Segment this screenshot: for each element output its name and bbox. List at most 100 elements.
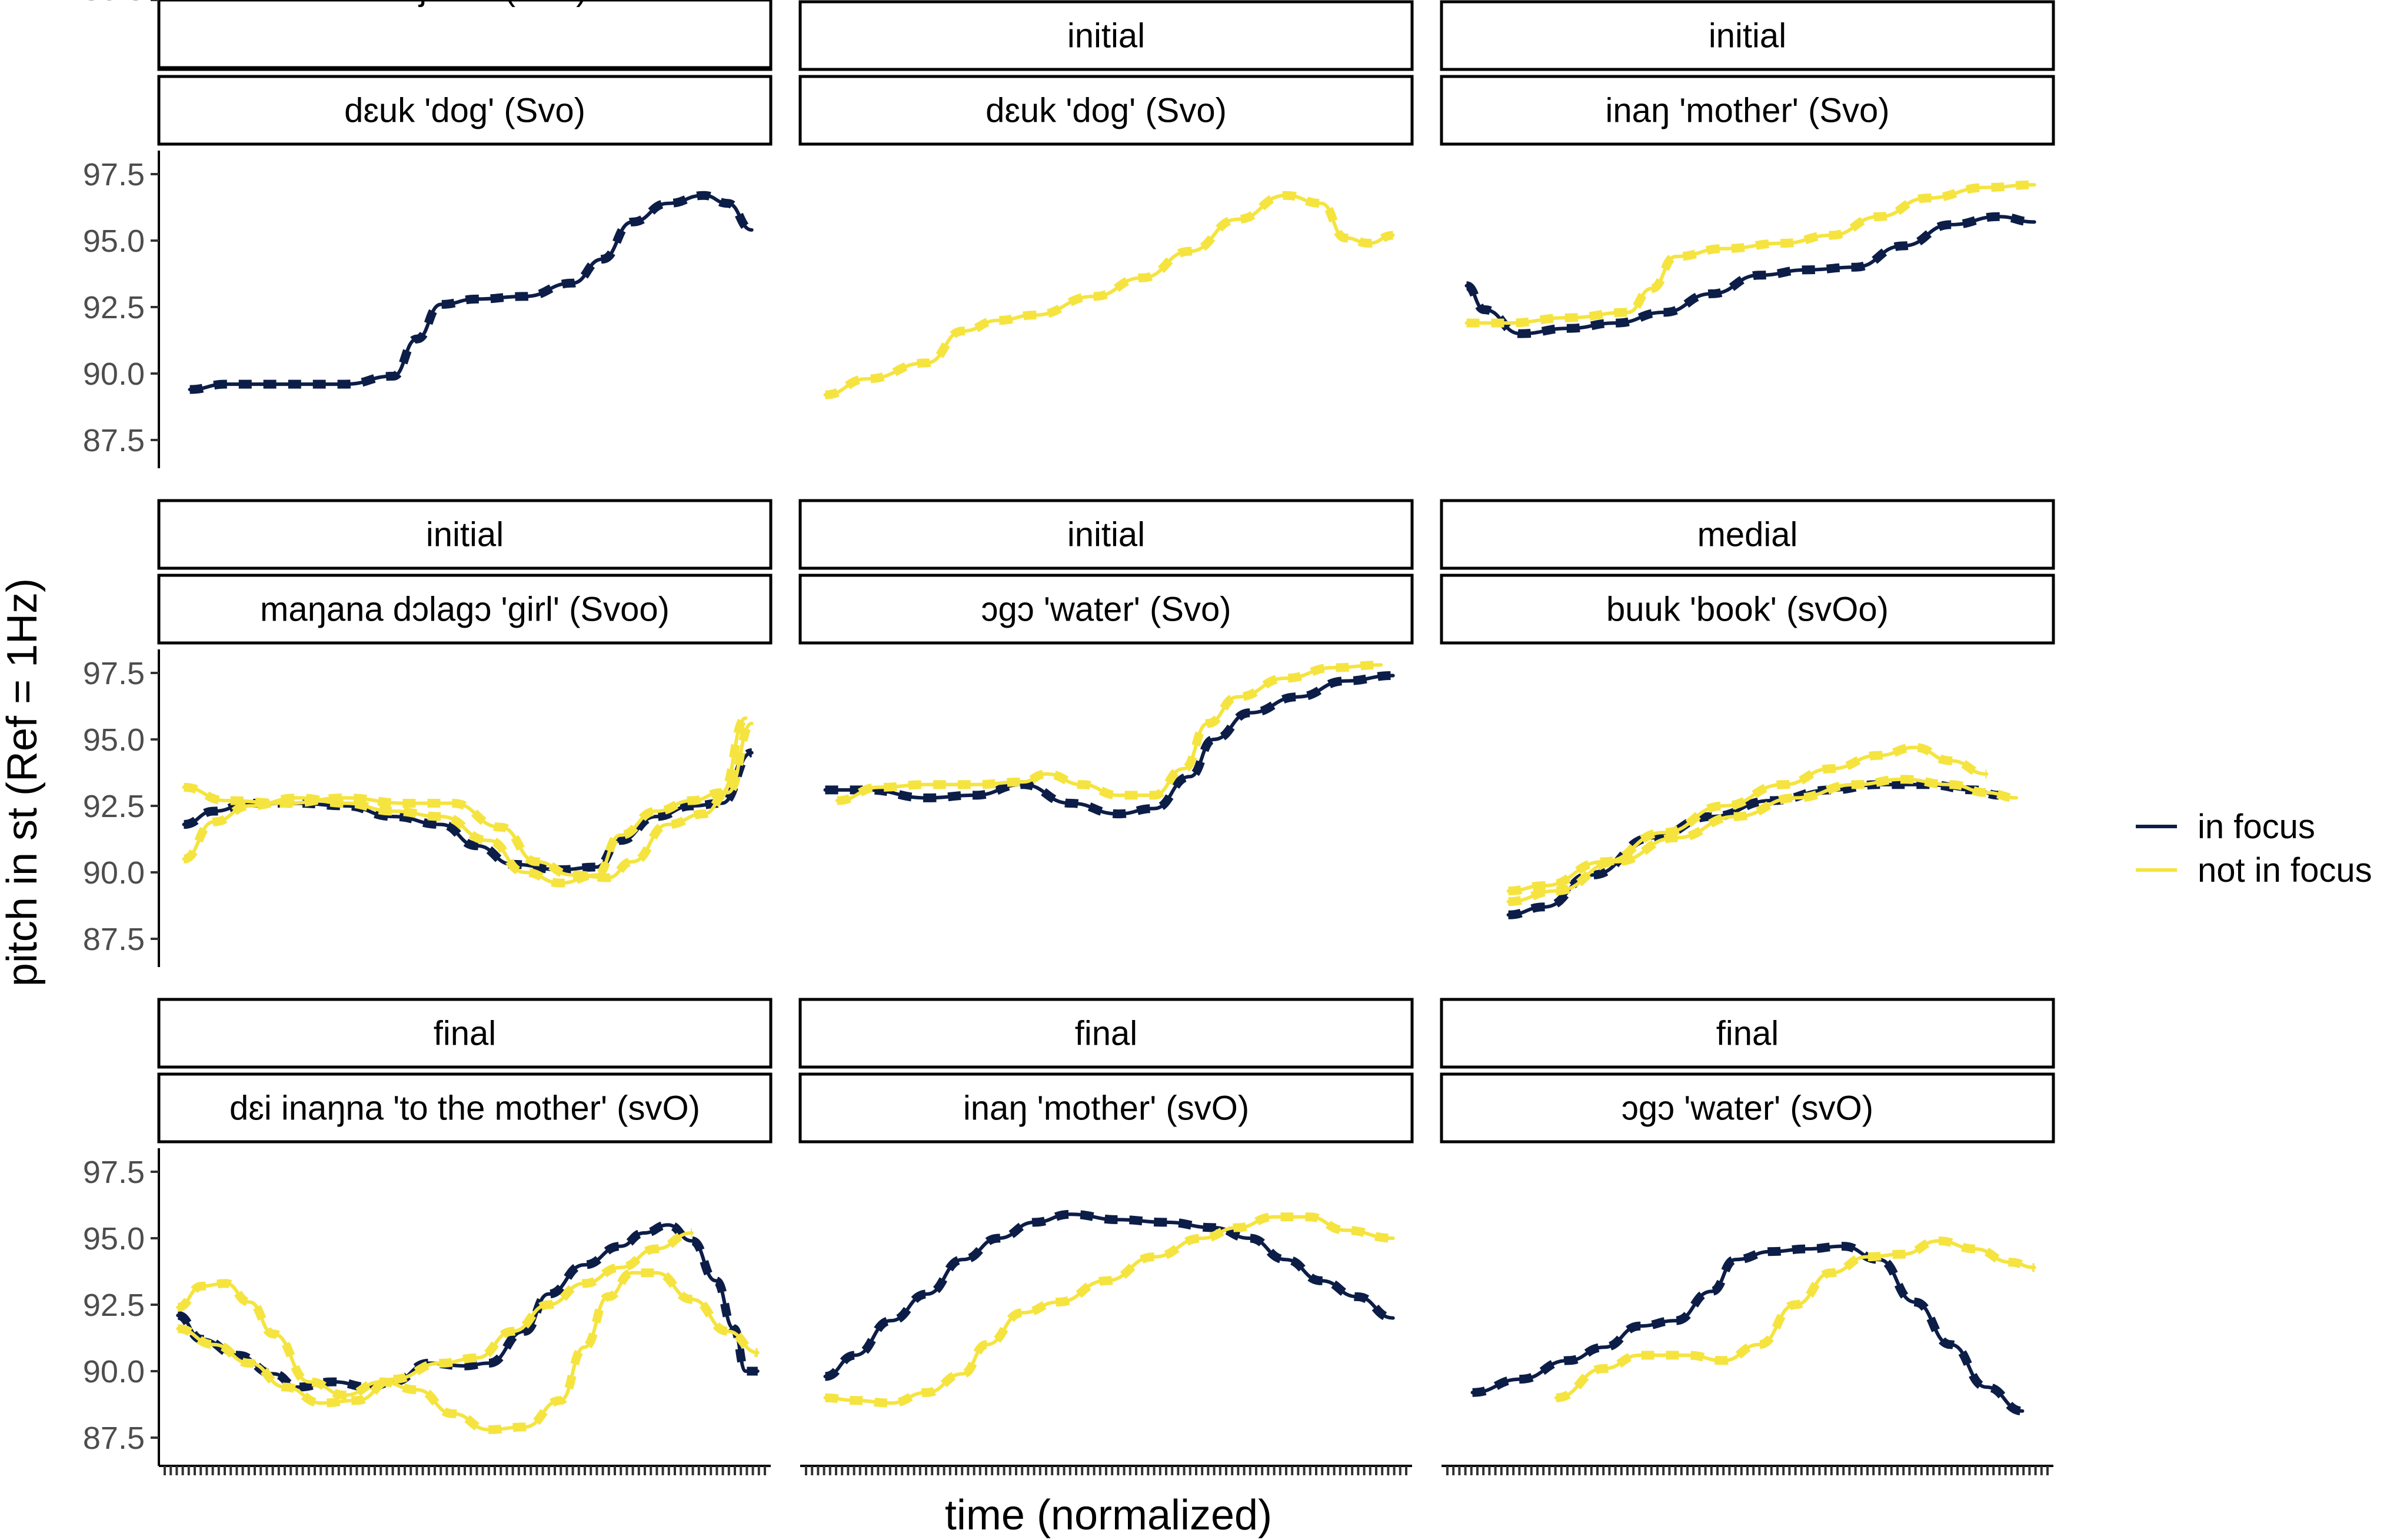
series-line — [176, 1231, 694, 1405]
facet-strip-word-label: ɔgɔ 'water' (svO) — [1622, 1089, 1873, 1128]
series-band — [837, 660, 1381, 805]
x-axis-title: time (normalized) — [945, 1492, 1272, 1539]
y-tick-label: 97.5 — [83, 656, 145, 691]
facet-panel: initial maŋana dɔlagɔ 'girl' (Svoo) 87.5 90… — [83, 499, 773, 967]
series-line — [823, 194, 1395, 397]
y-tick-label: 87.5 — [83, 0, 145, 7]
facet-strip-position — [1440, 0, 2055, 71]
y-tick-label: 97.5 — [83, 157, 145, 192]
facet-strip-position — [798, 499, 1414, 570]
facet-strip-word — [157, 1072, 773, 1144]
facet-panel: initial ɔgɔ 'water' (Svo) — [798, 499, 1414, 819]
facet-panel: final ɔgɔ 'water' (svO) — [1440, 998, 2055, 1475]
facet-strip-position-label: initial — [1709, 17, 1786, 55]
facet-strip-position-label: final — [1716, 1015, 1779, 1053]
y-tick-label: 95.0 — [83, 722, 145, 758]
series-band — [184, 719, 754, 882]
facet-strip-word — [798, 574, 1414, 645]
facet-strip-position — [1440, 499, 2055, 570]
facet-strip-word-label: sɛsɛŋ 'cat' (svO) — [342, 0, 588, 8]
series-band — [182, 714, 748, 888]
y-tick-label: 87.5 — [83, 1421, 145, 1456]
series-band — [1472, 1242, 2023, 1416]
y-tick-label: 92.5 — [83, 0, 145, 7]
facet-strip-position-label: initial — [1067, 516, 1145, 554]
y-tick-label: 87.5 — [83, 423, 145, 458]
facet-strip-position-label: final — [434, 1015, 496, 1053]
series-line — [823, 1212, 1395, 1378]
legend: in focus not in focus — [2136, 808, 2372, 889]
facet-strip-word — [157, 0, 773, 69]
series-band — [824, 1209, 1394, 1381]
y-tick-label: 90.0 — [83, 1354, 145, 1389]
y-tick-label: 97.5 — [83, 1155, 145, 1190]
facet-strip-word — [1440, 1072, 2055, 1144]
facet-strip-position-label: final — [1075, 1015, 1137, 1053]
series-band — [1508, 780, 1999, 919]
y-tick-label: 90.0 — [83, 356, 145, 392]
y-axis-title: pitch in st (Ref = 1Hz) — [0, 578, 46, 986]
series-band — [177, 1220, 758, 1392]
facet-strip-word-label: dɛuk 'dog' (Svo) — [986, 92, 1227, 130]
facet-panel: initial inaŋ 'mother' (Svo) — [1440, 0, 2055, 338]
y-tick-label: 95.0 — [83, 1221, 145, 1256]
facet-strip-position — [157, 998, 773, 1069]
facet-strip-word — [798, 1072, 1414, 1144]
y-tick-label: 95.0 — [83, 224, 145, 259]
facet-strip-position — [798, 998, 1414, 1069]
facet-strip-word — [1440, 75, 2055, 146]
facet-panel: finalsɛsɛŋ 'cat' (svO)87.590.092.595.097… — [83, 0, 773, 69]
facet-panel: medial buuk 'book' (svOo) — [1440, 499, 2055, 919]
facet-strip-word-label: inaŋ 'mother' (Svo) — [1605, 92, 1889, 130]
y-tick-label: 90.0 — [83, 855, 145, 891]
y-tick-label: 87.5 — [83, 922, 145, 957]
legend-label: in focus — [2198, 808, 2315, 846]
series-line — [835, 663, 1383, 802]
facet-strip-word-label: inaŋ 'mother' (svO) — [963, 1089, 1249, 1128]
series-band — [1466, 180, 2035, 328]
facet-strip-word — [157, 574, 773, 645]
series-line — [188, 194, 754, 392]
series-band — [825, 191, 1394, 399]
series-line — [1464, 183, 2036, 325]
facet-panel: final dɛi inaŋna 'to the mother' (svO) 87.… — [83, 998, 773, 1475]
y-tick-label: 92.5 — [83, 1288, 145, 1323]
series-band — [1465, 212, 2035, 338]
y-tick-label: 92.5 — [83, 789, 145, 824]
legend-label: not in focus — [2198, 851, 2372, 889]
series-line — [1470, 1244, 2025, 1413]
series-band — [177, 1228, 693, 1408]
facet-strip-word — [1440, 574, 2055, 645]
facet-strip-word-label: dɛuk 'dog' (Svo) — [344, 92, 585, 130]
y-tick-label: 90.0 — [83, 0, 145, 7]
facet-strip-word-label: dɛi inaŋna 'to the mother' (svO) — [229, 1089, 700, 1128]
y-tick-label: 92.5 — [83, 290, 145, 325]
facet-strip-word-label: ɔgɔ 'water' (Svo) — [981, 591, 1231, 629]
series-band — [1508, 775, 2017, 906]
series-line — [823, 1215, 1395, 1405]
series-band — [1556, 1236, 2035, 1402]
facet-panel: final inaŋ 'mother' (svO) — [798, 998, 1414, 1475]
facet-strip-position-label: initial — [426, 516, 504, 554]
facet-strip-position-label: initial — [1067, 17, 1145, 55]
series-band — [189, 191, 753, 394]
series-line — [176, 1271, 760, 1432]
facet-strip-position — [798, 0, 1414, 71]
facet-strip-position — [1440, 998, 2055, 1069]
facet-strip-position — [157, 499, 773, 570]
series-band — [825, 671, 1393, 819]
y-tick-label: 95.0 — [83, 0, 145, 7]
facet-strip-word — [157, 75, 773, 146]
facet-strip-position-label: medial — [1697, 516, 1798, 554]
series-band — [1508, 743, 1987, 896]
facet-panel: initial dɛuk 'dog' (Svo) — [798, 0, 1414, 399]
series-band — [825, 1212, 1393, 1408]
facet-strip-word-label: buuk 'book' (svOo) — [1606, 591, 1889, 629]
series-band — [177, 1268, 758, 1434]
y-tick-label: 97.5 — [83, 0, 145, 7]
facet-strip-word — [798, 75, 1414, 146]
series-line — [1554, 1239, 2036, 1400]
